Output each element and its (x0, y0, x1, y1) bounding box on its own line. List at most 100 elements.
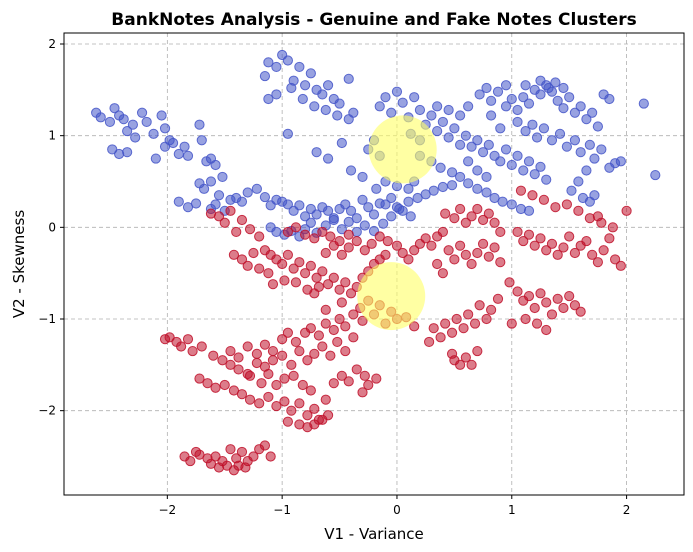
scatter-point (95, 112, 106, 123)
scatter-point (575, 101, 586, 112)
scatter-point (538, 123, 550, 134)
scatter-point (495, 226, 506, 238)
scatter-point (194, 373, 205, 384)
scatter-point (520, 125, 531, 137)
scatter-point (332, 336, 343, 348)
scatter-point (492, 86, 504, 97)
scatter-point (531, 318, 543, 329)
scatter-point (213, 211, 225, 222)
scatter-point (194, 119, 205, 130)
scatter-point (523, 156, 535, 167)
scatter-point (322, 205, 334, 216)
scatter-point (290, 222, 302, 233)
scatter-point (607, 222, 618, 233)
scatter-point (311, 147, 322, 158)
scatter-point (265, 451, 276, 462)
scatter-point (584, 139, 595, 150)
scatter-point (443, 104, 454, 116)
scatter-point (414, 104, 426, 116)
scatter-point (455, 203, 466, 215)
scatter-point (159, 123, 171, 134)
scatter-point (515, 185, 527, 196)
scatter-point (217, 171, 228, 183)
scatter-point (259, 70, 271, 82)
scatter-point (343, 242, 354, 253)
scatter-point (577, 192, 589, 204)
scatter-point (343, 216, 354, 227)
scatter-point (554, 128, 566, 139)
scatter-point (455, 139, 466, 150)
scatter-point (437, 181, 448, 193)
scatter-point (581, 114, 592, 125)
scatter-point (569, 135, 581, 146)
scatter-point (187, 345, 198, 357)
scatter-point (173, 196, 184, 207)
scatter-points (91, 49, 661, 476)
scatter-point (213, 462, 225, 473)
scatter-point (322, 80, 334, 91)
scatter-point (512, 286, 523, 297)
scatter-point (328, 324, 339, 336)
scatter-point (564, 92, 575, 103)
scatter-point (159, 334, 171, 345)
scatter-point (305, 68, 316, 79)
scatter-point (460, 130, 471, 141)
scatter-point (535, 75, 546, 86)
scatter-point (302, 410, 313, 421)
scatter-point (185, 455, 196, 467)
scatter-point (286, 359, 297, 370)
scatter-point (435, 162, 446, 173)
scatter-point (313, 330, 324, 341)
scatter-point (309, 403, 320, 414)
scatter-point (294, 257, 305, 268)
scatter-point (500, 101, 512, 112)
scatter-point (481, 82, 492, 94)
scatter-point (325, 231, 336, 242)
scatter-point (210, 199, 221, 210)
scatter-point (604, 233, 615, 244)
scatter-point (466, 359, 477, 370)
scatter-point (460, 352, 471, 363)
scatter-point (210, 451, 221, 462)
scatter-point (483, 251, 494, 262)
scatter-point (460, 217, 471, 228)
scatter-point (150, 153, 161, 164)
scatter-point (535, 161, 546, 172)
scatter-point (386, 107, 397, 118)
scatter-point (336, 370, 347, 381)
scatter-point (208, 350, 219, 361)
scatter-point (322, 153, 334, 164)
scatter-point (569, 107, 581, 118)
centroid-marker (357, 262, 426, 331)
scatter-point (343, 114, 354, 125)
scatter-point (263, 268, 274, 279)
scatter-point (300, 268, 311, 279)
scatter-point (259, 191, 271, 203)
scatter-point (294, 61, 305, 73)
scatter-point (409, 321, 420, 332)
scatter-point (309, 419, 320, 430)
scatter-point (403, 196, 414, 207)
scatter-point (426, 110, 437, 121)
scatter-point (374, 101, 385, 112)
plot-frame (63, 32, 685, 496)
scatter-point (538, 194, 550, 205)
scatter-point (458, 323, 469, 334)
scatter-point (561, 141, 572, 152)
scatter-point (592, 257, 603, 268)
scatter-point (334, 313, 345, 325)
x-tick-label: −2 (158, 503, 176, 517)
scatter-point (449, 213, 460, 224)
scatter-point (474, 89, 485, 100)
scatter-point (242, 341, 253, 352)
scatter-point (309, 101, 320, 112)
scatter-point (518, 165, 529, 176)
scatter-point (279, 373, 290, 384)
scatter-point (527, 190, 538, 201)
scatter-point (397, 247, 408, 259)
scatter-point (489, 217, 500, 228)
scatter-point (409, 92, 420, 103)
scatter-point (466, 141, 477, 152)
scatter-point (483, 208, 494, 219)
scatter-point (348, 332, 359, 343)
